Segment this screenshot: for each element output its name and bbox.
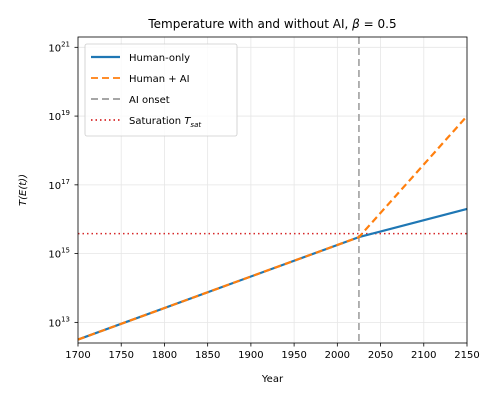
x-tick-label: 2150 <box>454 350 479 361</box>
legend-label: Human + AI <box>129 74 190 85</box>
x-tick-label: 1850 <box>195 350 220 361</box>
x-tick-label: 1950 <box>281 350 306 361</box>
x-tick-label: 1900 <box>238 350 263 361</box>
y-axis-ticks: 1013 1015 1017 1019 1021 <box>48 40 78 329</box>
series-layer <box>77 115 468 341</box>
y-axis-label: T(E(t)) <box>18 174 29 206</box>
y-tick-label: 1021 <box>48 40 70 54</box>
series-line-human-ai <box>77 115 468 341</box>
legend-label: Saturation Tsat <box>129 116 201 129</box>
reference-lines <box>78 37 467 343</box>
legend-box <box>84 43 238 137</box>
x-tick-label: 2050 <box>368 350 393 361</box>
y-tick-label: 1013 <box>48 315 70 329</box>
x-axis-label: Year <box>261 374 284 385</box>
legend: Human-only Human + AI AI onset Saturation T… <box>84 43 238 137</box>
x-tick-label: 2100 <box>411 350 436 361</box>
x-axis-ticks: 1700 1750 1800 1850 1900 1950 2000 2050 2100 2150 <box>65 343 480 361</box>
legend-items: Human-only Human + AI AI onset Saturation T… <box>91 53 201 129</box>
plot-frame <box>77 36 468 344</box>
x-tick-label: 1750 <box>108 350 133 361</box>
legend-label: AI onset <box>129 95 170 106</box>
y-tick-label: 1015 <box>48 247 70 261</box>
x-tick-label: 2000 <box>325 350 350 361</box>
legend-label: Human-only <box>129 53 190 64</box>
chart-title: Temperature with and without AI, β = 0.5 <box>147 17 396 31</box>
y-tick-label: 1017 <box>48 178 70 192</box>
grid-layer <box>77 37 468 343</box>
x-tick-label: 1800 <box>152 350 177 361</box>
x-tick-label: 1700 <box>65 350 90 361</box>
y-tick-label: 1019 <box>48 109 70 123</box>
